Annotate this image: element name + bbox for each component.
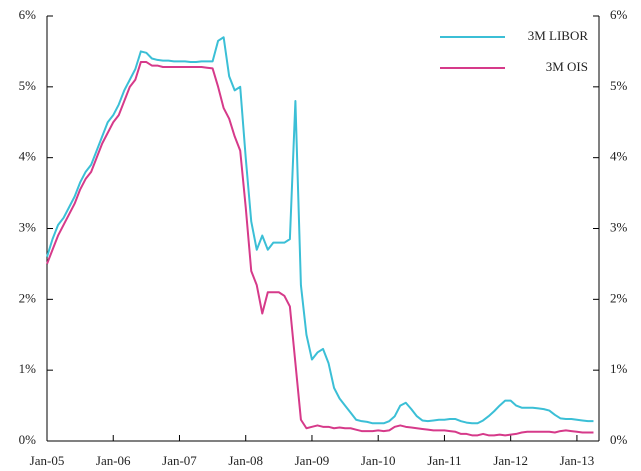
y2-tick-label: 1% [610,361,628,376]
y2-tick-label: 4% [610,149,628,164]
y2-tick-label: 3% [610,219,628,234]
x-tick-label: Jan-05 [30,453,65,468]
x-tick-label: Jan-13 [560,453,595,468]
legend-label: 3M OIS [546,59,588,74]
y-tick-label: 1% [19,361,37,376]
y2-tick-label: 5% [610,78,628,93]
legend-label: 3M LIBOR [528,28,589,43]
x-tick-label: Jan-12 [493,453,528,468]
series-line [46,61,594,437]
y-tick-label: 6% [19,7,37,22]
y2-tick-label: 6% [610,7,628,22]
y2-tick-label: 0% [610,432,628,447]
y2-tick-label: 2% [610,290,628,305]
y-tick-label: 5% [19,78,37,93]
y-tick-label: 2% [19,290,37,305]
x-tick-label: Jan-06 [96,453,131,468]
x-tick-label: Jan-10 [361,453,396,468]
y-tick-label: 4% [19,149,37,164]
x-tick-label: Jan-08 [228,453,263,468]
series-line [46,36,594,425]
x-tick-label: Jan-07 [162,453,197,468]
y-tick-label: 3% [19,219,37,234]
x-tick-label: Jan-11 [427,453,461,468]
x-tick-label: Jan-09 [295,453,330,468]
y-tick-label: 0% [19,432,37,447]
